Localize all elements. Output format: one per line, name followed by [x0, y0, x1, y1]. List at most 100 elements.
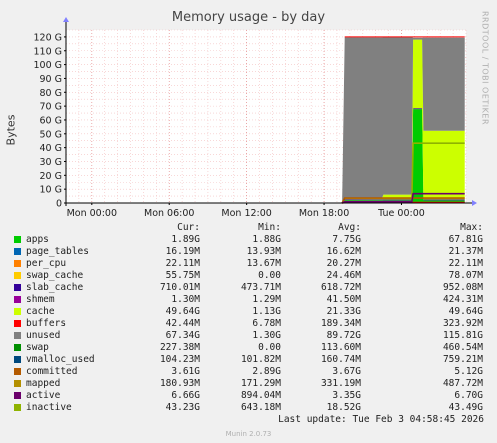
legend-row-shmem: shmem 1.30M 1.29M 41.50M 424.31M — [0, 294, 497, 306]
legend-swatch — [14, 248, 21, 255]
legend-row-swap: swap 227.38M 0.00 113.60M 460.54M — [0, 342, 497, 354]
legend-header-min: Min: — [258, 222, 281, 233]
legend-swatch — [14, 404, 21, 411]
legend-header-max: Max: — [460, 222, 483, 233]
legend-label: apps — [26, 234, 49, 245]
legend-cur-value: 49.64G — [165, 306, 200, 317]
legend-label: cache — [26, 306, 55, 317]
y-axis-arrow — [63, 17, 69, 22]
y-tick-label: 20 G — [40, 171, 62, 182]
y-tick-label: 40 G — [40, 143, 62, 154]
legend-cur-value: 67.34G — [165, 330, 200, 341]
legend-label: slab_cache — [26, 282, 84, 293]
legend-max-value: 43.49G — [448, 402, 483, 413]
legend-min-value: 0.00 — [258, 342, 281, 353]
legend-min-value: 894.04M — [240, 390, 281, 401]
legend-label: vmalloc_used — [26, 354, 95, 365]
legend-max-value: 49.64G — [448, 306, 483, 317]
legend-max-value: 22.11M — [448, 258, 483, 269]
legend-min-value: 1.29M — [252, 294, 281, 305]
line-committed — [341, 197, 465, 204]
legend-min-value: 1.13G — [252, 306, 281, 317]
area-unused — [342, 36, 465, 203]
legend-max-value: 67.81G — [448, 234, 483, 245]
legend-swatch — [14, 368, 21, 375]
legend-label: shmem — [26, 294, 55, 305]
legend-row-cache: cache 49.64G 1.13G 21.33G 49.64G — [0, 306, 497, 318]
legend-row-vmalloc_used: vmalloc_used 104.23M 101.82M 160.74M 759.21M — [0, 354, 497, 366]
last-update: Last update: Tue Feb 3 04:58:45 2026 — [278, 414, 484, 425]
x-tick-label: Mon 00:00 — [67, 208, 117, 219]
legend-avg-value: 160.74M — [320, 354, 361, 365]
legend-label: swap_cache — [26, 270, 84, 281]
legend-min-value: 101.82M — [240, 354, 281, 365]
legend-cur-value: 3.61G — [171, 366, 200, 377]
legend-swatch — [14, 332, 21, 339]
legend-swatch — [14, 344, 21, 351]
legend-cur-value: 1.30M — [171, 294, 200, 305]
legend-row-committed: committed 3.61G 2.89G 3.67G 5.12G — [0, 366, 497, 378]
legend-swatch — [14, 356, 21, 363]
legend-cur-value: 55.75M — [165, 270, 200, 281]
legend-label: buffers — [26, 318, 67, 329]
legend-max-value: 6.70G — [454, 390, 483, 401]
legend-max-value: 5.12G — [454, 366, 483, 377]
legend-label: swap — [26, 342, 49, 353]
y-tick-label: 110 G — [33, 46, 62, 57]
legend-row-unused: unused 67.34G 1.30G 89.72G 115.81G — [0, 330, 497, 342]
legend-swatch — [14, 260, 21, 267]
legend-label: active — [26, 390, 61, 401]
legend-swatch — [14, 392, 21, 399]
legend-min-value: 643.18M — [240, 402, 281, 413]
y-tick-label: 70 G — [40, 102, 62, 113]
legend-label: unused — [26, 330, 61, 341]
legend-min-value: 1.30G — [252, 330, 281, 341]
x-tick-label: Mon 18:00 — [299, 208, 349, 219]
legend-avg-value: 20.27M — [326, 258, 361, 269]
legend-min-value: 13.67M — [246, 258, 281, 269]
legend-row-mapped: mapped 180.93M 171.29M 331.19M 487.72M — [0, 378, 497, 390]
legend-max-value: 952.08M — [442, 282, 483, 293]
legend-avg-value: 18.52G — [326, 402, 361, 413]
legend-max-value: 78.07M — [448, 270, 483, 281]
legend-avg-value: 113.60M — [320, 342, 361, 353]
munin-version: Munin 2.0.73 — [225, 430, 272, 438]
legend-row-buffers: buffers 42.44M 6.78M 189.34M 323.92M — [0, 318, 497, 330]
legend-cur-value: 104.23M — [159, 354, 200, 365]
legend-header-cur: Cur: — [177, 222, 200, 233]
legend-avg-value: 331.19M — [320, 378, 361, 389]
line-active — [341, 192, 465, 204]
y-tick-label: 60 G — [40, 115, 62, 126]
legend-max-value: 759.21M — [442, 354, 483, 365]
legend-min-value: 6.78M — [252, 318, 281, 329]
legend-avg-value: 41.50M — [326, 294, 361, 305]
legend-max-value: 424.31M — [442, 294, 483, 305]
legend-cur-value: 43.23G — [165, 402, 200, 413]
memory-chart: 0 10 G 20 G 30 G 40 G 50 G 60 G 70 G 80 G 90 G 100… — [33, 17, 477, 219]
legend-min-value: 2.89G — [252, 366, 281, 377]
x-tick-label: Mon 12:00 — [221, 208, 271, 219]
legend-max-value: 21.37M — [448, 246, 483, 257]
legend-cur-value: 180.93M — [159, 378, 200, 389]
page-title: Memory usage - by day — [171, 10, 326, 25]
legend-cur-value: 227.38M — [159, 342, 200, 353]
legend-avg-value: 89.72G — [326, 330, 361, 341]
legend-swatch — [14, 320, 21, 327]
legend-label: per_cpu — [26, 258, 67, 269]
y-tick-label: 50 G — [40, 129, 62, 140]
legend-avg-value: 24.46M — [326, 270, 361, 281]
legend-row-per_cpu: per_cpu 22.11M 13.67M 20.27M 22.11M — [0, 258, 497, 270]
x-tick-label: Tue 00:00 — [377, 208, 425, 219]
legend-label: mapped — [26, 378, 61, 389]
x-axis-arrow — [472, 200, 477, 206]
legend-min-value: 13.93M — [246, 246, 281, 257]
legend-row-active: active 6.66G 894.04M 3.35G 6.70G — [0, 390, 497, 402]
legend-cur-value: 1.89G — [171, 234, 200, 245]
y-tick-label: 80 G — [40, 88, 62, 99]
legend-max-value: 487.72M — [442, 378, 483, 389]
legend-avg-value: 16.62M — [326, 246, 361, 257]
legend-avg-value: 21.33G — [326, 306, 361, 317]
legend-label: inactive — [26, 402, 72, 413]
legend-swatch — [14, 308, 21, 315]
legend-max-value: 115.81G — [442, 330, 483, 341]
